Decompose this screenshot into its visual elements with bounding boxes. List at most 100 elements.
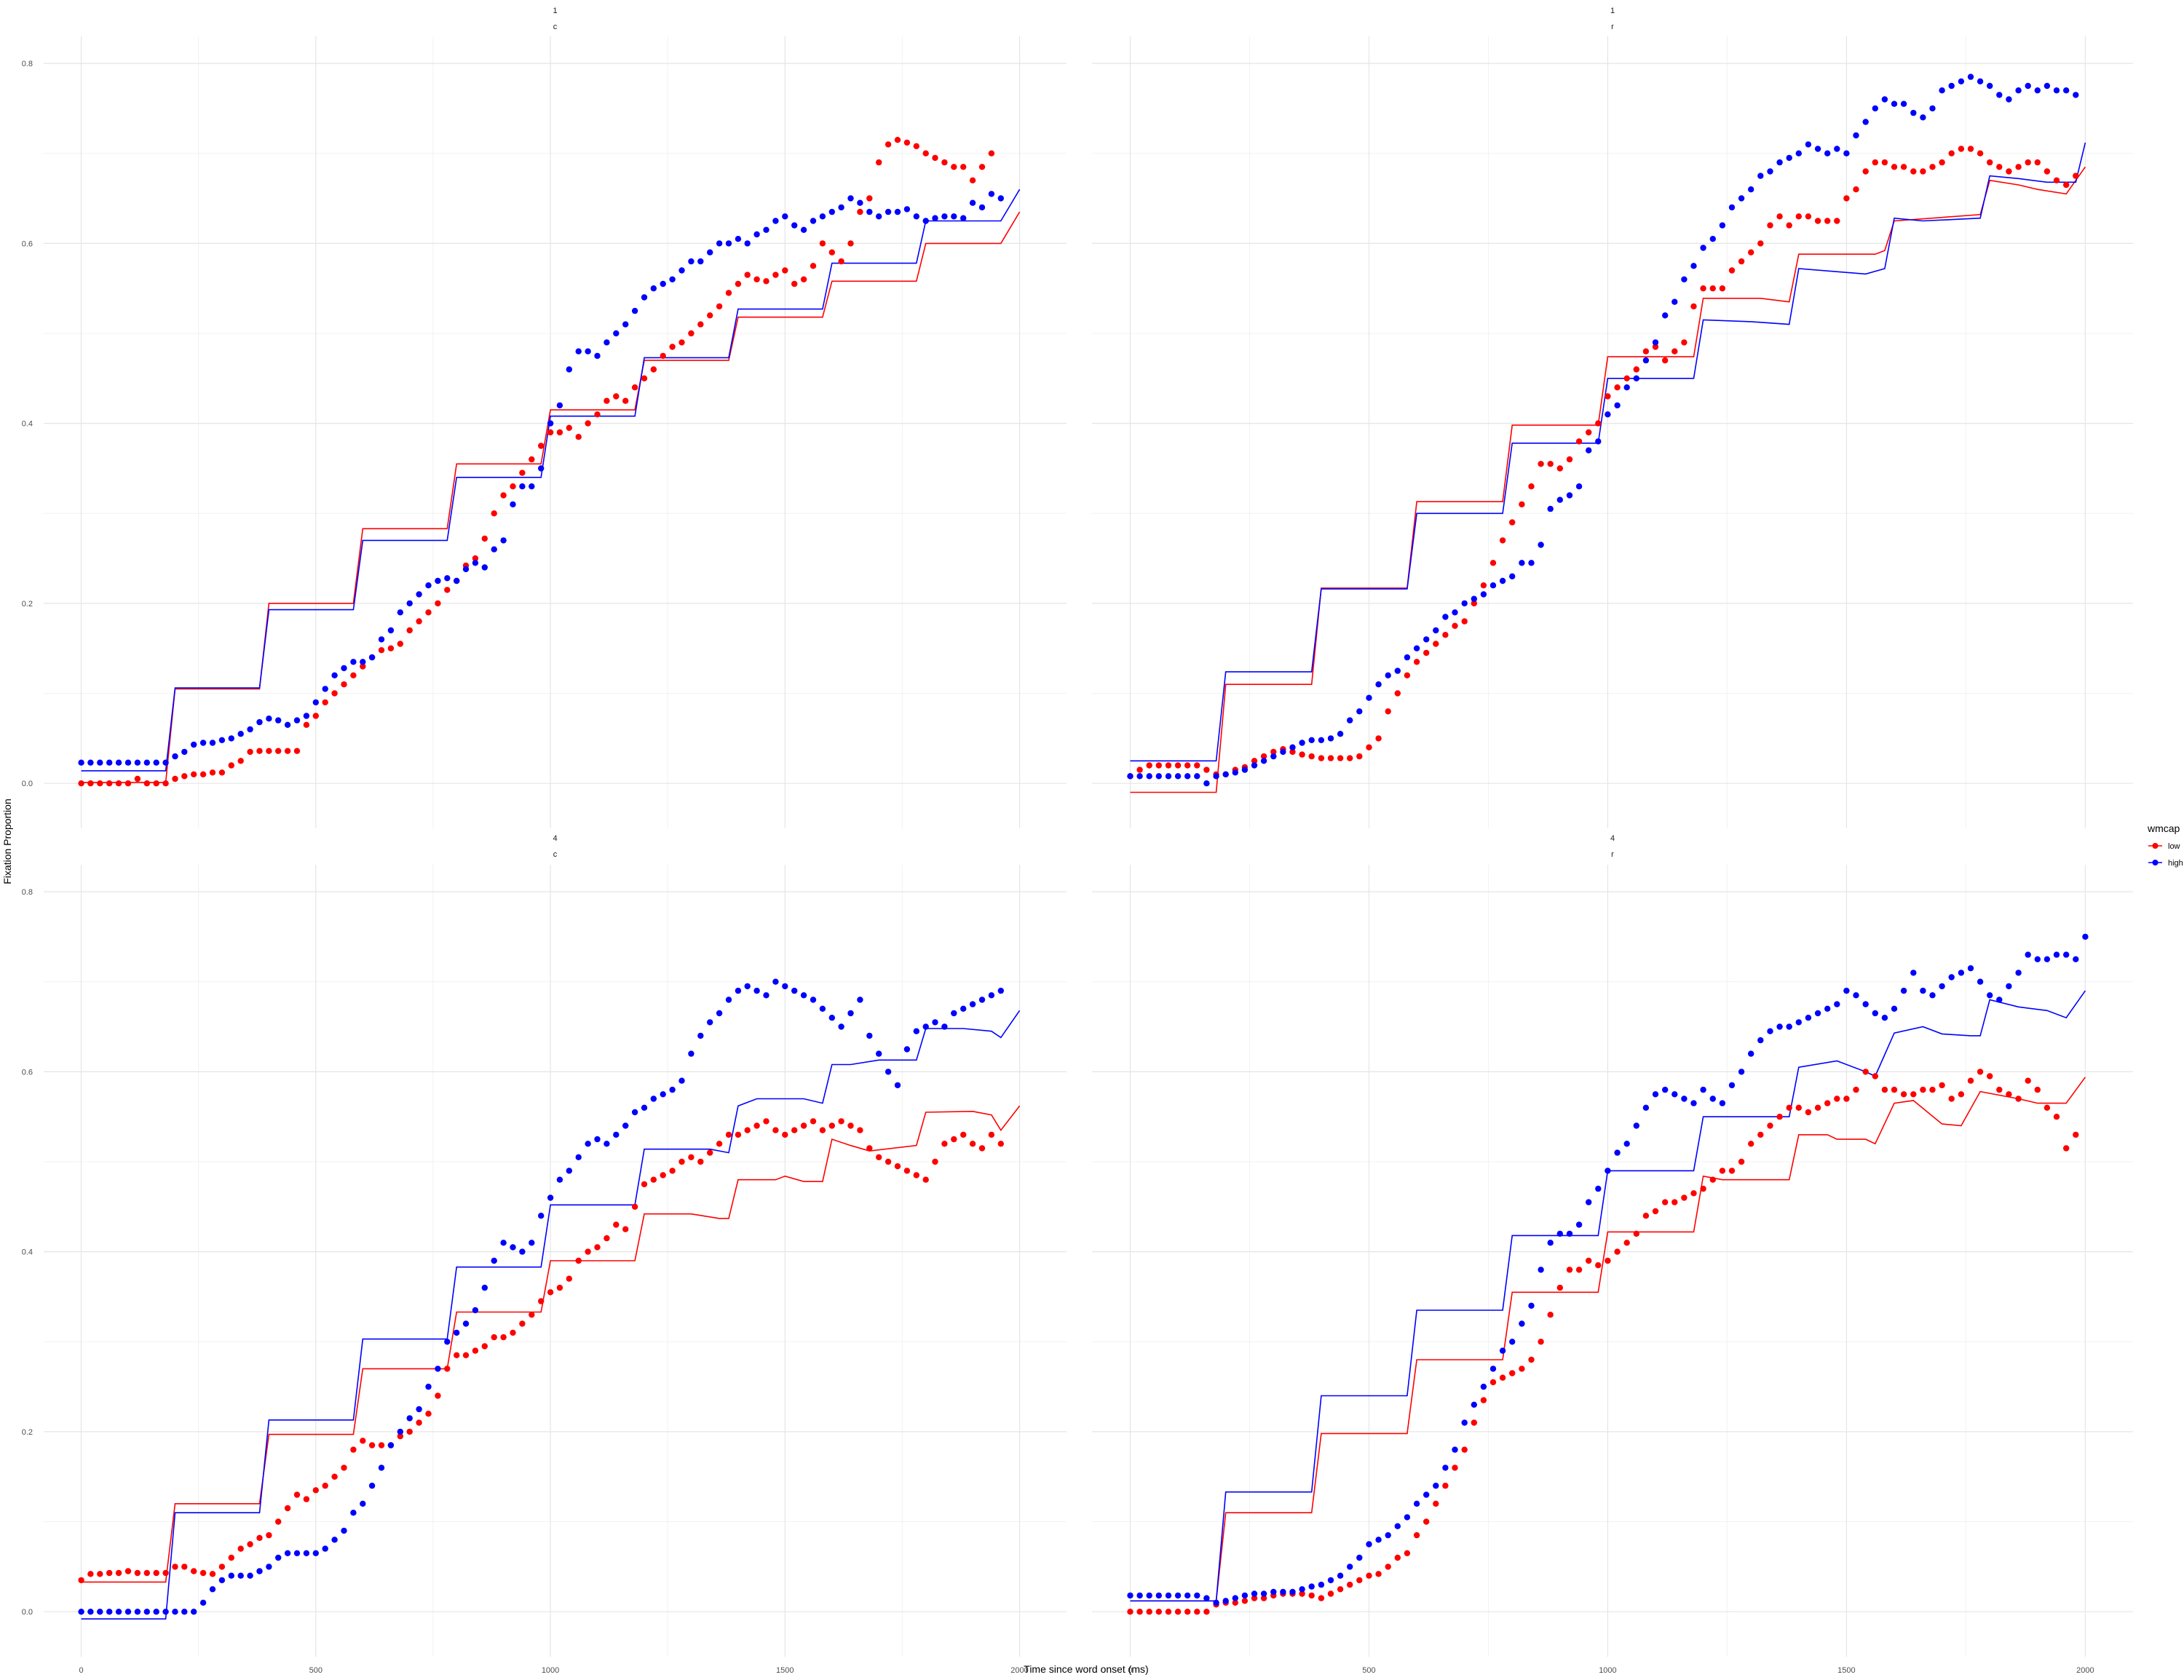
data-point-low — [1767, 1122, 1773, 1129]
data-point-low — [753, 1122, 760, 1129]
data-point-high — [1127, 773, 1133, 780]
data-point-low — [1671, 348, 1678, 354]
data-point-low — [1480, 1397, 1487, 1403]
data-point-high — [1633, 375, 1639, 381]
data-point-low — [594, 411, 601, 418]
data-point-high — [2073, 92, 2079, 98]
data-point-low — [1605, 393, 1611, 400]
data-point-low — [725, 290, 732, 296]
data-point-high — [256, 1568, 263, 1574]
data-point-high — [941, 213, 948, 220]
data-point-high — [1872, 1010, 1878, 1017]
data-point-high — [903, 206, 911, 213]
data-point-high — [435, 1366, 441, 1372]
data-point-high — [828, 1015, 836, 1021]
data-point-high — [857, 199, 863, 206]
data-point-high — [1538, 542, 1544, 548]
data-point-high — [1748, 1050, 1754, 1057]
data-point-high — [78, 1609, 84, 1615]
data-point-low — [1700, 285, 1706, 292]
data-point-low — [2043, 168, 2051, 175]
data-point-high — [199, 1599, 207, 1606]
data-point-low — [199, 1569, 207, 1577]
data-point-low — [78, 1577, 84, 1584]
data-point-high — [1595, 1185, 1602, 1192]
data-point-high — [903, 1046, 911, 1053]
data-point-low — [1356, 1577, 1363, 1584]
data-point-high — [1575, 483, 1583, 490]
data-point-low — [1413, 1532, 1420, 1539]
data-point-low — [1920, 1086, 1926, 1093]
data-point-high — [1891, 100, 1898, 107]
data-point-low — [1681, 339, 1688, 346]
data-point-high — [1299, 1586, 1305, 1593]
data-point-high — [1834, 146, 1840, 152]
data-point-low — [960, 1131, 967, 1138]
data-point-high — [997, 987, 1005, 994]
data-point-high — [2006, 96, 2012, 103]
data-point-high — [360, 1500, 366, 1507]
data-point-low — [1489, 560, 1497, 566]
data-point-high — [1671, 1091, 1678, 1098]
x-axis-title: Time since word onset (ms) — [1024, 1663, 1148, 1675]
data-point-low — [266, 748, 272, 754]
data-point-high — [143, 1609, 150, 1615]
data-point-low — [1184, 1609, 1191, 1615]
data-point-high — [481, 1284, 488, 1291]
data-point-high — [1394, 1523, 1401, 1529]
legend-label-high: high — [2168, 859, 2183, 868]
data-point-low — [97, 780, 103, 787]
data-point-high — [1881, 1015, 1888, 1021]
data-point-low — [1929, 164, 1936, 170]
data-point-high — [1538, 1267, 1544, 1273]
data-point-high — [1213, 773, 1219, 780]
data-point-high — [697, 1032, 704, 1039]
data-point-low — [1996, 1086, 2003, 1093]
data-point-high — [1690, 263, 1697, 269]
data-point-high — [1786, 1023, 1792, 1030]
data-point-low — [922, 1176, 929, 1183]
data-point-low — [1566, 1267, 1573, 1273]
data-point-low — [1595, 1262, 1602, 1269]
data-point-high — [1795, 1019, 1802, 1026]
data-point-high — [322, 686, 328, 692]
data-point-high — [322, 1545, 328, 1552]
data-point-low — [556, 1284, 563, 1291]
data-point-high — [1872, 105, 1878, 112]
data-point-high — [1366, 1541, 1372, 1548]
data-point-low — [828, 249, 836, 255]
data-point-high — [1423, 636, 1430, 643]
data-point-low — [688, 1154, 695, 1161]
data-point-low — [1375, 1571, 1382, 1577]
data-point-low — [800, 276, 807, 282]
data-point-high — [191, 1609, 197, 1615]
data-point-low — [2073, 173, 2079, 179]
data-point-low — [199, 771, 207, 778]
data-point-high — [519, 1248, 526, 1255]
data-point-low — [1433, 641, 1439, 647]
data-point-low — [1709, 1176, 1716, 1183]
data-point-high — [1566, 492, 1573, 499]
data-point-high — [1194, 773, 1200, 780]
data-point-high — [1251, 1590, 1258, 1597]
data-point-high — [1528, 1302, 1535, 1309]
data-point-high — [622, 321, 629, 328]
data-point-low — [922, 150, 929, 156]
data-point-low — [988, 150, 995, 156]
data-point-high — [566, 366, 572, 373]
data-point-high — [454, 577, 460, 585]
data-point-high — [491, 1257, 497, 1264]
data-point-low — [1308, 1592, 1315, 1599]
data-point-low — [810, 263, 817, 269]
data-point-low — [997, 1141, 1005, 1147]
data-point-low — [519, 469, 526, 476]
data-point-low — [397, 1433, 403, 1440]
data-point-low — [1776, 1114, 1783, 1120]
data-point-high — [1232, 1595, 1239, 1601]
data-point-high — [2043, 956, 2051, 963]
data-point-low — [1194, 762, 1200, 769]
data-point-high — [847, 195, 854, 202]
data-point-low — [1623, 1240, 1630, 1246]
data-point-low — [697, 1158, 704, 1165]
data-point-low — [547, 1289, 554, 1296]
